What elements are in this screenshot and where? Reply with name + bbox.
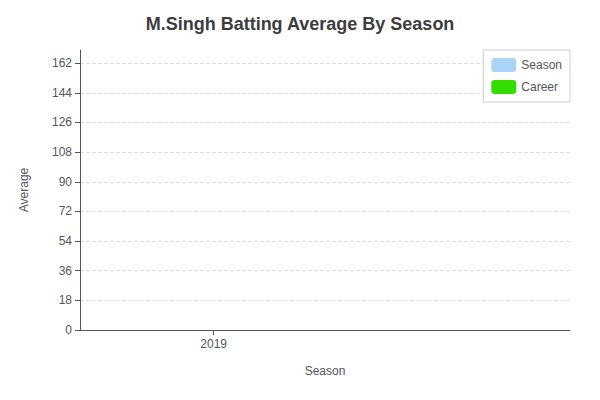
svg-text:162: 162	[52, 56, 72, 70]
svg-text:90: 90	[59, 175, 73, 189]
svg-text:Career: Career	[521, 80, 558, 94]
svg-text:72: 72	[59, 204, 73, 218]
svg-text:Season: Season	[305, 364, 346, 378]
svg-text:2019: 2019	[200, 337, 227, 351]
svg-text:18: 18	[59, 293, 73, 307]
svg-text:36: 36	[59, 264, 73, 278]
svg-text:Season: Season	[521, 58, 562, 72]
svg-text:108: 108	[52, 145, 72, 159]
svg-text:M.Singh Batting Average By Sea: M.Singh Batting Average By Season	[146, 14, 455, 34]
svg-text:Average: Average	[17, 167, 31, 212]
svg-text:54: 54	[59, 234, 73, 248]
svg-text:0: 0	[65, 323, 72, 337]
svg-text:144: 144	[52, 86, 72, 100]
svg-text:126: 126	[52, 115, 72, 129]
